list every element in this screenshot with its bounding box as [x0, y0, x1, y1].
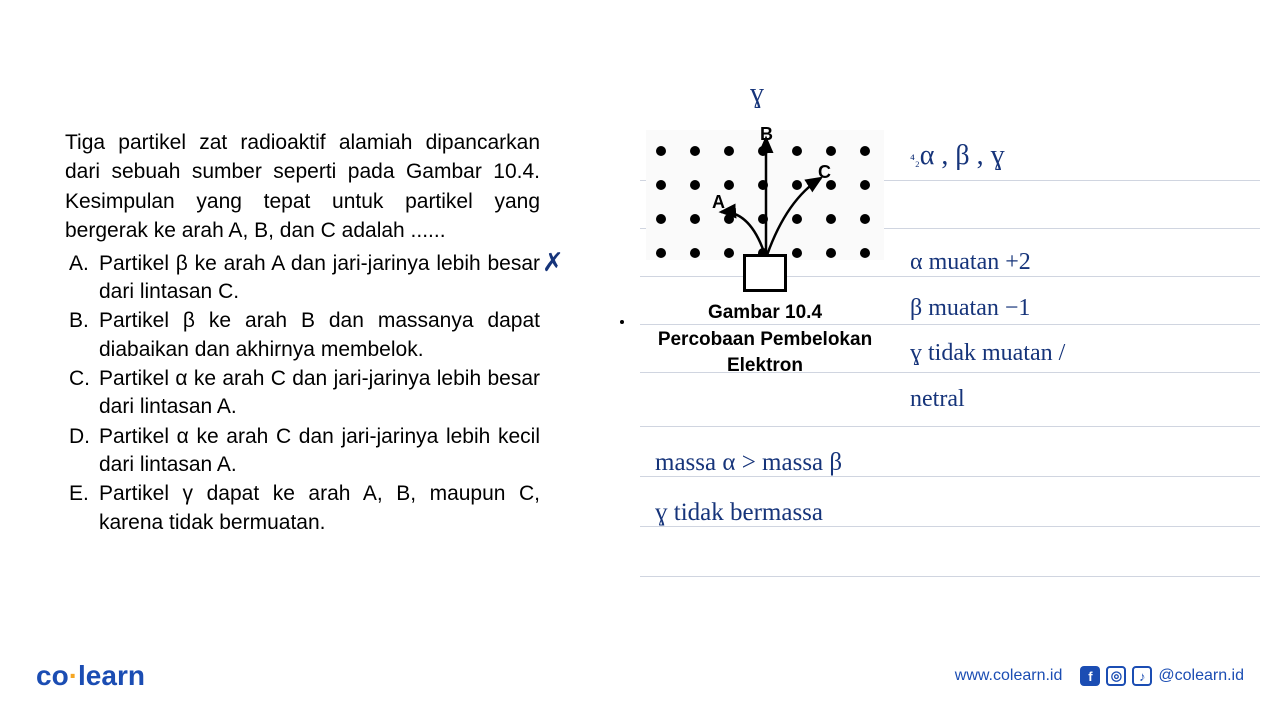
- hw-particles-text: α , β , ɣ: [920, 140, 1005, 171]
- field-dot: [860, 248, 870, 258]
- field-dot: [656, 146, 666, 156]
- instagram-icon: ◎: [1106, 666, 1126, 686]
- option-text: Partikel α ke arah C dan jari-jarinya le…: [99, 423, 540, 480]
- option-text: Partikel α ke arah C dan jari-jarinya le…: [99, 365, 540, 422]
- option-d: D. Partikel α ke arah C dan jari-jarinya…: [65, 423, 540, 480]
- brand-logo: co·learn: [36, 660, 145, 692]
- hw-line: ɣ tidak bermassa: [655, 488, 842, 538]
- option-text: Partikel β ke arah B dan massanya dapat …: [99, 307, 540, 364]
- diagram: B A C Gambar 10.4 Percobaan Pembelokan E…: [640, 130, 890, 380]
- field-dot: [690, 248, 700, 258]
- field-dot: [758, 146, 768, 156]
- field-dot: [826, 248, 836, 258]
- field-dot: [724, 248, 734, 258]
- logo-dot: ·: [69, 660, 78, 691]
- field-dot: [826, 214, 836, 224]
- field-dot: [860, 180, 870, 190]
- label-a: A: [712, 192, 725, 213]
- field-dot: [656, 214, 666, 224]
- hw-charge-notes: α muatan +2 β muatan −1 ɣ tidak muatan /…: [910, 240, 1065, 422]
- option-e: E. Partikel γ dapat ke arah A, B, maupun…: [65, 480, 540, 537]
- field-dot: [792, 248, 802, 258]
- logo-left: co: [36, 660, 69, 691]
- hw-line: β muatan −1: [910, 286, 1065, 332]
- label-b: B: [760, 124, 773, 145]
- tiktok-icon: ♪: [1132, 666, 1152, 686]
- option-b: B. Partikel β ke arah B dan massanya dap…: [65, 307, 540, 364]
- question-block: Tiga partikel zat radioaktif alamiah dip…: [65, 128, 540, 538]
- hw-gamma-top: ɣ: [750, 78, 764, 110]
- option-text: Partikel γ dapat ke arah A, B, maupun C,…: [99, 480, 540, 537]
- caption-line: Percobaan Pembelokan: [640, 327, 890, 354]
- field-dot: [656, 180, 666, 190]
- option-a: A. Partikel β ke arah A dan jari-jarinya…: [65, 250, 540, 307]
- hw-mass-notes: massa α > massa β ɣ tidak bermassa: [655, 438, 842, 538]
- stray-dot: [620, 320, 624, 324]
- footer-right: www.colearn.id f ◎ ♪ @colearn.id: [955, 666, 1244, 686]
- field-dot: [860, 214, 870, 224]
- caption-line: Elektron: [640, 353, 890, 380]
- magnetic-field-dots: B A C: [646, 130, 884, 260]
- hw-line: massa α > massa β: [655, 438, 842, 488]
- option-letter: E.: [65, 480, 99, 537]
- hw-line: α muatan +2: [910, 240, 1065, 286]
- hw-line: netral: [910, 377, 1065, 423]
- option-text: Partikel β ke arah A dan jari-jarinya le…: [99, 250, 540, 307]
- hw-alpha-prefix: ⁴₂: [910, 153, 920, 168]
- footer-url: www.colearn.id: [955, 667, 1063, 685]
- hw-line: ɣ tidak muatan /: [910, 331, 1065, 377]
- field-dot: [860, 146, 870, 156]
- option-c: C. Partikel α ke arah C dan jari-jarinya…: [65, 365, 540, 422]
- field-dot: [826, 146, 836, 156]
- field-dot: [690, 180, 700, 190]
- hw-particle-list: ⁴₂α , β , ɣ: [910, 140, 1005, 172]
- option-letter: A.: [65, 250, 99, 307]
- social-handle: @colearn.id: [1158, 667, 1244, 685]
- field-dot: [826, 180, 836, 190]
- cross-mark-annotation: ✗: [542, 248, 564, 278]
- option-letter: D.: [65, 423, 99, 480]
- field-dot: [758, 180, 768, 190]
- source-box: [743, 254, 787, 292]
- field-dot: [792, 180, 802, 190]
- field-dot: [792, 214, 802, 224]
- field-dot: [758, 214, 768, 224]
- figure-caption: Gambar 10.4 Percobaan Pembelokan Elektro…: [640, 300, 890, 380]
- field-dot: [724, 180, 734, 190]
- field-dot: [724, 146, 734, 156]
- question-stem: Tiga partikel zat radioaktif alamiah dip…: [65, 128, 540, 246]
- options-list: A. Partikel β ke arah A dan jari-jarinya…: [65, 250, 540, 537]
- facebook-icon: f: [1080, 666, 1100, 686]
- field-dot: [792, 146, 802, 156]
- option-letter: C.: [65, 365, 99, 422]
- option-letter: B.: [65, 307, 99, 364]
- field-dot: [690, 214, 700, 224]
- caption-line: Gambar 10.4: [640, 300, 890, 327]
- footer: co·learn www.colearn.id f ◎ ♪ @colearn.i…: [0, 660, 1280, 692]
- logo-right: learn: [78, 660, 145, 691]
- field-dot: [724, 214, 734, 224]
- social-icons: f ◎ ♪ @colearn.id: [1080, 666, 1244, 686]
- field-dot: [656, 248, 666, 258]
- field-dot: [690, 146, 700, 156]
